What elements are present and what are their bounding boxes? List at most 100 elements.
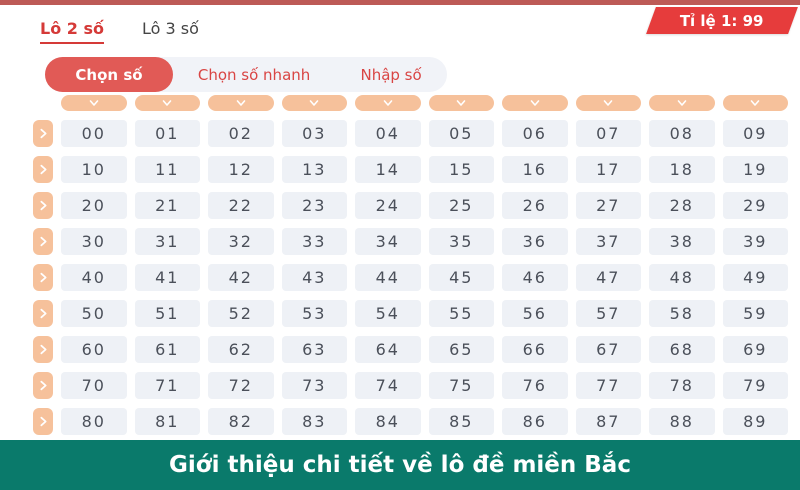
number-cell[interactable]: 86 [502, 408, 568, 435]
number-cell[interactable]: 10 [61, 156, 127, 183]
number-cell[interactable]: 47 [575, 264, 641, 291]
number-cell[interactable]: 56 [502, 300, 568, 327]
number-cell[interactable]: 01 [134, 120, 200, 147]
number-cell[interactable]: 02 [208, 120, 274, 147]
number-cell[interactable]: 57 [575, 300, 641, 327]
number-cell[interactable]: 28 [649, 192, 715, 219]
number-cell[interactable]: 42 [208, 264, 274, 291]
mode-tab-nhap-so[interactable]: Nhập số [360, 65, 422, 84]
column-header-5[interactable] [428, 95, 494, 111]
number-cell[interactable]: 84 [355, 408, 421, 435]
mode-tab-chon-so-nhanh[interactable]: Chọn số nhanh [197, 65, 311, 84]
number-cell[interactable]: 23 [281, 192, 347, 219]
number-cell[interactable]: 22 [208, 192, 274, 219]
mode-tab-chon-so[interactable]: Chọn số [45, 57, 173, 92]
column-header-8[interactable] [649, 95, 715, 111]
number-cell[interactable]: 51 [134, 300, 200, 327]
number-cell[interactable]: 27 [575, 192, 641, 219]
number-cell[interactable]: 67 [575, 336, 641, 363]
number-cell[interactable]: 77 [575, 372, 641, 399]
number-cell[interactable]: 04 [355, 120, 421, 147]
number-cell[interactable]: 15 [428, 156, 494, 183]
number-cell[interactable]: 85 [428, 408, 494, 435]
column-header-1[interactable] [134, 95, 200, 111]
number-cell[interactable]: 31 [134, 228, 200, 255]
number-cell[interactable]: 41 [134, 264, 200, 291]
number-cell[interactable]: 36 [502, 228, 568, 255]
number-cell[interactable]: 30 [61, 228, 127, 255]
number-cell[interactable]: 20 [61, 192, 127, 219]
number-cell[interactable]: 06 [502, 120, 568, 147]
number-cell[interactable]: 73 [281, 372, 347, 399]
number-cell[interactable]: 65 [428, 336, 494, 363]
row-expander-30[interactable] [33, 228, 53, 255]
row-expander-50[interactable] [33, 300, 53, 327]
number-cell[interactable]: 07 [575, 120, 641, 147]
number-cell[interactable]: 48 [649, 264, 715, 291]
number-cell[interactable]: 55 [428, 300, 494, 327]
row-expander-00[interactable] [33, 120, 53, 147]
number-cell[interactable]: 03 [281, 120, 347, 147]
number-cell[interactable]: 34 [355, 228, 421, 255]
number-cell[interactable]: 17 [575, 156, 641, 183]
number-cell[interactable]: 79 [722, 372, 788, 399]
number-cell[interactable]: 52 [208, 300, 274, 327]
number-cell[interactable]: 29 [722, 192, 788, 219]
number-cell[interactable]: 32 [208, 228, 274, 255]
number-cell[interactable]: 58 [649, 300, 715, 327]
number-cell[interactable]: 87 [575, 408, 641, 435]
number-cell[interactable]: 11 [134, 156, 200, 183]
number-cell[interactable]: 14 [355, 156, 421, 183]
number-cell[interactable]: 39 [722, 228, 788, 255]
number-cell[interactable]: 63 [281, 336, 347, 363]
number-cell[interactable]: 80 [61, 408, 127, 435]
number-cell[interactable]: 33 [281, 228, 347, 255]
number-cell[interactable]: 53 [281, 300, 347, 327]
number-cell[interactable]: 40 [61, 264, 127, 291]
number-cell[interactable]: 18 [649, 156, 715, 183]
column-header-4[interactable] [355, 95, 421, 111]
number-cell[interactable]: 45 [428, 264, 494, 291]
column-header-9[interactable] [722, 95, 788, 111]
number-cell[interactable]: 19 [722, 156, 788, 183]
number-cell[interactable]: 08 [649, 120, 715, 147]
number-cell[interactable]: 16 [502, 156, 568, 183]
number-cell[interactable]: 09 [722, 120, 788, 147]
number-cell[interactable]: 75 [428, 372, 494, 399]
number-cell[interactable]: 78 [649, 372, 715, 399]
row-expander-60[interactable] [33, 336, 53, 363]
number-cell[interactable]: 00 [61, 120, 127, 147]
number-cell[interactable]: 13 [281, 156, 347, 183]
number-cell[interactable]: 21 [134, 192, 200, 219]
number-cell[interactable]: 60 [61, 336, 127, 363]
number-cell[interactable]: 61 [134, 336, 200, 363]
number-cell[interactable]: 43 [281, 264, 347, 291]
number-cell[interactable]: 69 [722, 336, 788, 363]
number-cell[interactable]: 72 [208, 372, 274, 399]
number-cell[interactable]: 54 [355, 300, 421, 327]
number-cell[interactable]: 88 [649, 408, 715, 435]
number-cell[interactable]: 68 [649, 336, 715, 363]
column-header-0[interactable] [61, 95, 127, 111]
number-cell[interactable]: 46 [502, 264, 568, 291]
number-cell[interactable]: 82 [208, 408, 274, 435]
number-cell[interactable]: 37 [575, 228, 641, 255]
number-cell[interactable]: 70 [61, 372, 127, 399]
row-expander-80[interactable] [33, 408, 53, 435]
column-header-7[interactable] [575, 95, 641, 111]
number-cell[interactable]: 50 [61, 300, 127, 327]
number-cell[interactable]: 74 [355, 372, 421, 399]
number-cell[interactable]: 71 [134, 372, 200, 399]
number-cell[interactable]: 05 [428, 120, 494, 147]
number-cell[interactable]: 81 [134, 408, 200, 435]
number-cell[interactable]: 24 [355, 192, 421, 219]
number-cell[interactable]: 76 [502, 372, 568, 399]
row-expander-70[interactable] [33, 372, 53, 399]
number-cell[interactable]: 66 [502, 336, 568, 363]
number-cell[interactable]: 59 [722, 300, 788, 327]
number-cell[interactable]: 12 [208, 156, 274, 183]
column-header-3[interactable] [281, 95, 347, 111]
column-header-6[interactable] [502, 95, 568, 111]
row-expander-20[interactable] [33, 192, 53, 219]
number-cell[interactable]: 62 [208, 336, 274, 363]
